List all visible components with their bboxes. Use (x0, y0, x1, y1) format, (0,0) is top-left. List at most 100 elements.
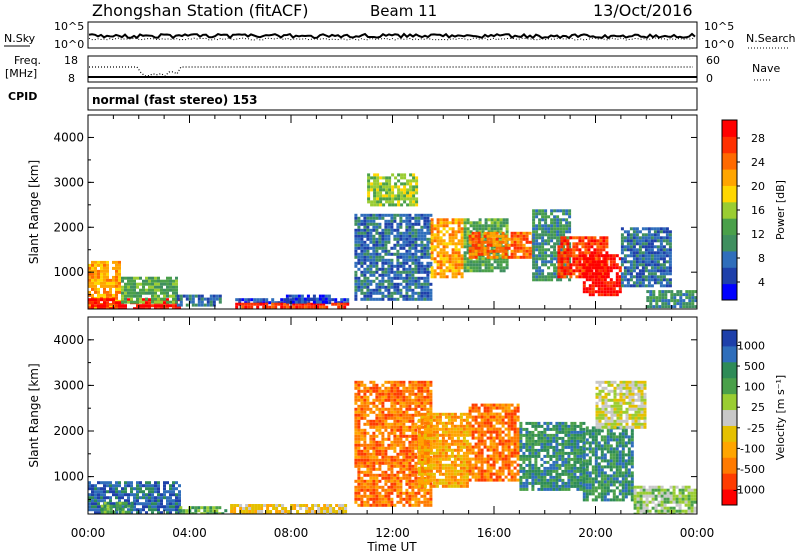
power-cell (484, 227, 488, 231)
velocity-cell (432, 424, 436, 428)
power-cell (397, 200, 401, 204)
power-cell (417, 213, 421, 217)
velocity-cell (468, 409, 472, 413)
power-cell (420, 288, 424, 292)
power-cell (384, 270, 388, 274)
power-colorbar-segment (722, 250, 737, 268)
velocity-cell (450, 466, 454, 470)
power-cell (566, 257, 570, 261)
power-cell (394, 197, 398, 201)
power-cell (544, 230, 548, 234)
power-cell (673, 293, 677, 297)
power-cell (185, 303, 189, 307)
velocity-cell (423, 412, 427, 416)
power-cell (393, 246, 397, 250)
power-cell (550, 209, 554, 213)
power-cell (638, 260, 642, 264)
power-cell (647, 248, 651, 252)
power-cell (97, 275, 100, 279)
velocity-cell (432, 418, 436, 422)
velocity-cell (103, 493, 106, 497)
power-cell (363, 267, 367, 271)
power-cell (493, 260, 497, 264)
power-cell (369, 282, 373, 286)
power-cell (403, 185, 407, 189)
velocity-cell (118, 484, 121, 488)
power-cell (91, 301, 94, 305)
velocity-cell (477, 439, 481, 443)
power-cell (626, 284, 630, 288)
velocity-cell (483, 439, 487, 443)
power-cell (487, 224, 491, 228)
velocity-cell (390, 470, 394, 474)
velocity-cell (492, 454, 496, 458)
power-cell (408, 279, 412, 283)
power-cell (354, 252, 358, 256)
velocity-cell (495, 412, 499, 416)
velocity-cell (145, 487, 148, 491)
power-cell (379, 203, 383, 207)
velocity-cell (375, 386, 379, 390)
velocity-cell (103, 487, 106, 491)
velocity-cell (185, 509, 189, 513)
power-cell (139, 294, 142, 298)
power-cell (655, 299, 659, 303)
velocity-cell (384, 458, 388, 462)
power-cell (363, 297, 367, 301)
power-cell (483, 252, 487, 256)
velocity-cell (459, 418, 463, 422)
velocity-cell (121, 510, 125, 514)
velocity-cell (471, 418, 475, 422)
velocity-cell (489, 478, 493, 482)
power-cell (393, 228, 397, 232)
velocity-cell (471, 433, 475, 437)
power-cell (638, 272, 642, 276)
velocity-cell (381, 413, 385, 417)
power-cell (354, 243, 358, 247)
power-cell (376, 182, 380, 186)
velocity-cell (456, 424, 460, 428)
power-cell (405, 225, 409, 229)
power-cell (429, 261, 433, 265)
velocity-cell (393, 443, 397, 447)
velocity-cell (423, 386, 427, 390)
velocity-cell (495, 457, 499, 461)
power-cell (185, 297, 189, 301)
velocity-cell (408, 407, 412, 411)
power-cell (641, 245, 645, 249)
velocity-cell (417, 457, 421, 461)
velocity-cell (366, 413, 370, 417)
power-cell (590, 269, 594, 273)
power-cell (160, 282, 163, 286)
velocity-cell (393, 461, 397, 465)
power-cell (139, 288, 142, 292)
power-cell (363, 222, 367, 226)
power-cell (384, 246, 388, 250)
velocity-cell (106, 481, 109, 485)
power-cell (516, 237, 520, 241)
power-cell (626, 281, 630, 285)
velocity-cell (438, 433, 442, 437)
power-cell (668, 245, 672, 249)
velocity-cell (390, 443, 394, 447)
velocity-cell (432, 478, 436, 482)
power-cell (635, 263, 639, 267)
power-cell (603, 284, 607, 288)
power-cell (490, 263, 494, 267)
velocity-cell (426, 383, 430, 387)
velocity-cell (366, 461, 370, 465)
velocity-cell (393, 398, 397, 402)
power-cell (538, 242, 542, 246)
power-cell (528, 231, 532, 235)
velocity-cell (263, 504, 267, 507)
velocity-cell (396, 380, 400, 384)
power-cell (283, 302, 287, 306)
velocity-cell (423, 481, 427, 485)
velocity-cell (133, 508, 136, 512)
velocity-cell (429, 418, 433, 422)
velocity-cell (474, 466, 478, 470)
power-cell (605, 263, 609, 267)
velocity-cell (453, 433, 457, 437)
power-cell (513, 255, 517, 259)
power-cell (626, 236, 630, 240)
